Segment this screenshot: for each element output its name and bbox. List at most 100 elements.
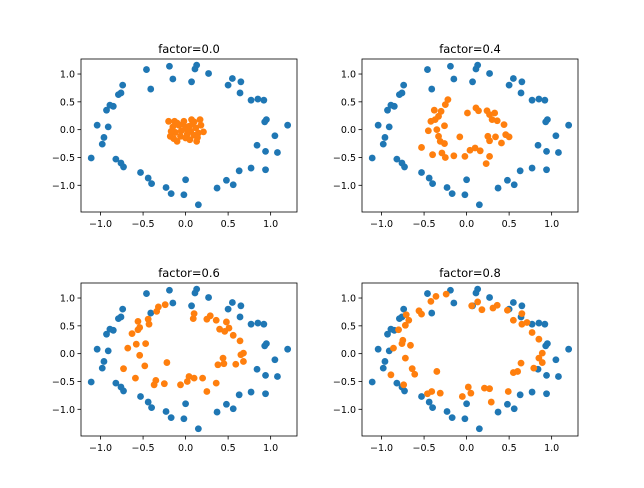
point-inner: [216, 325, 224, 333]
point-outer: [393, 379, 401, 387]
point-inner: [430, 106, 438, 114]
point-outer: [167, 190, 175, 198]
point-outer: [385, 123, 393, 131]
point-inner: [486, 111, 493, 119]
point-outer: [425, 398, 433, 406]
point-outer: [229, 181, 237, 189]
point-outer: [224, 81, 232, 89]
point-outer: [247, 164, 255, 172]
point-outer: [541, 320, 549, 328]
point-outer: [425, 174, 433, 182]
point-outer: [469, 78, 476, 86]
point-outer: [254, 95, 262, 103]
point-outer: [93, 345, 101, 353]
point-inner: [487, 398, 495, 406]
y-tick-label: 0.5: [60, 321, 75, 332]
point-outer: [552, 356, 560, 364]
point-inner: [504, 306, 511, 314]
y-tick-label: 1.0: [60, 294, 75, 305]
point-outer: [166, 286, 173, 294]
x-tick-label: 0.5: [221, 443, 236, 454]
axes-frame: [80, 282, 298, 437]
x-tick-label: −0.5: [413, 443, 436, 454]
point-outer: [381, 134, 389, 141]
y-tick-label: 1.0: [341, 70, 356, 81]
axes-frame: [361, 58, 579, 213]
point-outer: [112, 155, 120, 163]
point-outer: [261, 342, 269, 350]
point-outer: [120, 387, 127, 395]
point-outer: [486, 294, 493, 301]
point-inner: [458, 393, 466, 400]
point-outer: [229, 405, 237, 413]
point-outer: [224, 305, 232, 313]
point-inner: [203, 315, 211, 323]
point-inner: [400, 381, 408, 389]
point-outer: [400, 81, 408, 89]
point-outer: [535, 319, 543, 327]
point-inner: [184, 126, 192, 134]
point-inner: [450, 152, 458, 160]
point-outer: [271, 132, 279, 140]
point-outer: [119, 81, 127, 89]
point-inner: [467, 389, 475, 397]
point-outer: [182, 400, 189, 408]
point-inner: [192, 124, 200, 132]
point-outer: [447, 62, 454, 70]
point-inner: [474, 298, 482, 306]
point-outer: [368, 154, 376, 162]
point-outer: [236, 89, 244, 97]
point-inner: [468, 302, 476, 310]
points: [87, 285, 292, 433]
point-outer: [182, 176, 189, 184]
point-outer: [188, 78, 195, 86]
point-outer: [450, 299, 458, 307]
point-inner: [441, 122, 448, 130]
point-outer: [237, 78, 245, 86]
point-inner: [504, 388, 512, 395]
point-inner: [418, 310, 425, 318]
point-inner: [150, 381, 158, 389]
point-outer: [169, 75, 177, 83]
point-inner: [136, 324, 144, 331]
point-outer: [510, 181, 518, 189]
point-outer: [104, 123, 112, 131]
y-tick-label: 0.0: [60, 125, 75, 136]
point-outer: [87, 378, 95, 386]
subplot-title: factor=0.6: [158, 266, 220, 280]
point-outer: [463, 400, 470, 408]
point-outer: [205, 70, 212, 77]
point-inner: [493, 117, 501, 125]
point-outer: [166, 62, 173, 70]
point-outer: [93, 121, 101, 129]
point-outer: [115, 315, 122, 323]
point-outer: [235, 167, 243, 175]
y-tick-label: −0.5: [52, 153, 75, 164]
y-tick-label: 0.5: [60, 97, 75, 108]
point-outer: [448, 190, 456, 198]
point-outer: [450, 75, 458, 83]
point-inner: [387, 371, 395, 379]
point-outer: [396, 315, 403, 323]
point-inner: [189, 315, 197, 323]
subplot-2: factor=0.4 −1.0 −0.5 0.0 0.5 1.0 −1.0 −0.5 0.0 0.…: [333, 42, 579, 230]
point-outer: [284, 121, 292, 129]
point-outer: [188, 302, 195, 310]
point-inner: [471, 144, 479, 152]
x-tick-label: −1.0: [89, 443, 112, 454]
point-outer: [253, 141, 261, 149]
point-inner: [427, 297, 435, 305]
point-outer: [443, 184, 451, 191]
point-inner: [161, 301, 169, 309]
point-outer: [236, 313, 244, 321]
point-outer: [428, 309, 436, 317]
point-outer: [194, 425, 202, 433]
point-outer: [147, 309, 155, 317]
point-inner: [177, 381, 184, 389]
point-outer: [260, 320, 268, 328]
point-inner: [444, 96, 452, 104]
point-outer: [137, 393, 144, 400]
y-tick-label: 0.5: [341, 321, 356, 332]
